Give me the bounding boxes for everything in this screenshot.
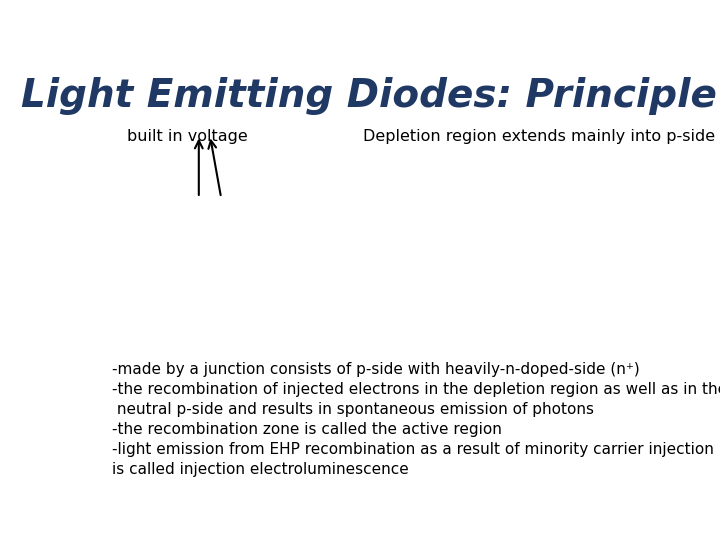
Text: -the recombination of injected electrons in the depletion region as well as in t: -the recombination of injected electrons… — [112, 382, 720, 397]
Text: Light Emitting Diodes: Principle: Light Emitting Diodes: Principle — [21, 77, 717, 115]
Text: is called injection electroluminescence: is called injection electroluminescence — [112, 462, 409, 477]
Text: neutral p-side and results in spontaneous emission of photons: neutral p-side and results in spontaneou… — [112, 402, 594, 417]
Text: built in voltage: built in voltage — [127, 129, 248, 144]
Text: -light emission from EHP recombination as a result of minority carrier injection: -light emission from EHP recombination a… — [112, 442, 714, 457]
Text: -the recombination zone is called the active region: -the recombination zone is called the ac… — [112, 422, 502, 437]
Text: -made by a junction consists of p-side with heavily-n-doped-side (n⁺): -made by a junction consists of p-side w… — [112, 362, 640, 377]
Text: Depletion region extends mainly into p-side: Depletion region extends mainly into p-s… — [364, 129, 716, 144]
